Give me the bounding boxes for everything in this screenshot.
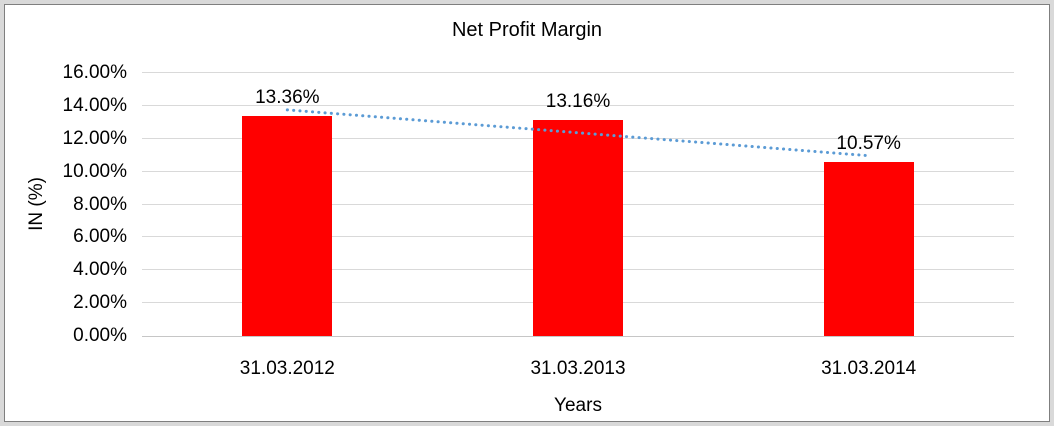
y-tick-label: 4.00% <box>73 259 127 281</box>
y-tick-label: 12.00% <box>62 127 127 149</box>
trendline-dotted <box>285 108 871 158</box>
x-category-label: 31.03.2013 <box>530 358 626 379</box>
gridline <box>142 104 1014 106</box>
x-axis-title: Years <box>554 395 602 416</box>
x-axis-line <box>142 336 1014 337</box>
data-label: 13.16% <box>545 90 611 112</box>
y-tick-label: 14.00% <box>62 94 127 116</box>
y-tick-label: 10.00% <box>62 160 127 182</box>
x-category-label: 31.03.2012 <box>239 358 335 379</box>
chart-canvas: Net Profit Margin IN (%) 0.00% 2.00% 4.00%… <box>4 4 1050 422</box>
plot-area: 13.36% 13.16% 10.57% <box>142 72 1014 337</box>
trendline <box>285 108 871 158</box>
y-tick-label: 2.00% <box>73 292 127 314</box>
chart-title: Net Profit Margin <box>451 19 603 41</box>
y-tick-label: 16.00% <box>62 62 127 83</box>
y-tick-label: 0.00% <box>73 325 127 346</box>
bar-31.03.2014 <box>823 162 914 336</box>
bar-31.03.2012 <box>242 116 333 336</box>
gridline <box>142 72 1014 73</box>
bar-31.03.2013 <box>533 119 623 336</box>
y-tick-label: 6.00% <box>73 226 127 248</box>
x-category-label: 31.03.2014 <box>821 358 917 379</box>
data-label: 13.36% <box>255 87 320 109</box>
data-label: 10.57% <box>836 133 901 155</box>
y-tick-label: 8.00% <box>73 193 127 215</box>
